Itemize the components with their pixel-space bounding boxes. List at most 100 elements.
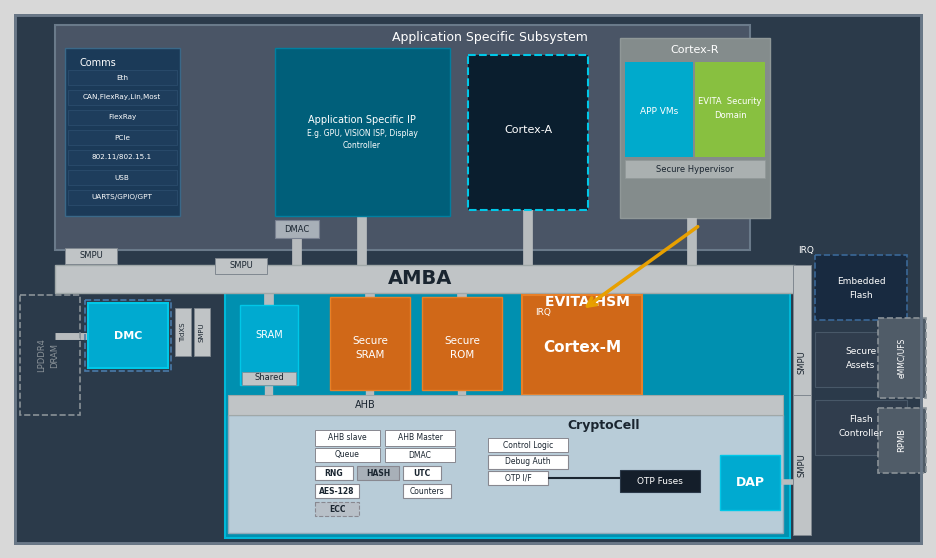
- Text: AHB: AHB: [355, 400, 375, 410]
- Text: Secure Hypervisor: Secure Hypervisor: [656, 165, 734, 174]
- Text: RNG: RNG: [325, 469, 344, 478]
- Text: Controller: Controller: [343, 142, 381, 151]
- Bar: [488, 471, 548, 485]
- Bar: [315, 430, 380, 446]
- Bar: [68, 170, 177, 185]
- Text: IRQ: IRQ: [535, 309, 551, 318]
- Text: Eth: Eth: [116, 75, 128, 80]
- Text: Comms: Comms: [80, 58, 117, 68]
- Bar: [620, 38, 770, 218]
- Text: AMBA: AMBA: [388, 270, 452, 288]
- Text: AES-128: AES-128: [319, 487, 355, 496]
- Bar: [194, 308, 210, 356]
- Text: Secure: Secure: [845, 348, 877, 357]
- Text: LPDDR4: LPDDR4: [37, 338, 47, 372]
- Bar: [215, 258, 267, 274]
- Text: SMPU: SMPU: [229, 262, 253, 271]
- Text: Queue: Queue: [334, 450, 359, 459]
- Text: 802.11/802.15.1: 802.11/802.15.1: [92, 155, 152, 161]
- Text: Flash: Flash: [849, 416, 872, 425]
- Bar: [625, 62, 693, 157]
- Bar: [625, 160, 765, 178]
- Bar: [385, 448, 455, 462]
- Bar: [88, 303, 168, 368]
- Bar: [68, 70, 177, 85]
- Text: RPMB: RPMB: [898, 428, 906, 452]
- Bar: [20, 295, 80, 415]
- Text: Cortex-M: Cortex-M: [543, 339, 622, 354]
- Bar: [65, 248, 117, 264]
- Bar: [620, 470, 700, 492]
- Bar: [68, 190, 177, 205]
- Text: eMMC/UFS: eMMC/UFS: [898, 338, 906, 378]
- Text: AHB Master: AHB Master: [398, 434, 443, 442]
- Text: DAP: DAP: [736, 475, 765, 488]
- Bar: [68, 90, 177, 105]
- Bar: [55, 25, 750, 250]
- Bar: [357, 466, 399, 480]
- Text: HASH: HASH: [366, 469, 390, 478]
- Text: Domain: Domain: [713, 110, 746, 119]
- Text: EVITA  Security: EVITA Security: [698, 98, 762, 107]
- Text: SMPU: SMPU: [797, 453, 807, 477]
- Bar: [315, 466, 353, 480]
- Bar: [68, 110, 177, 125]
- Text: ROM: ROM: [450, 350, 475, 360]
- Bar: [330, 297, 410, 390]
- Bar: [878, 318, 926, 398]
- Bar: [228, 395, 783, 415]
- Text: OTP Fuses: OTP Fuses: [637, 477, 683, 485]
- Text: SMPU: SMPU: [199, 322, 205, 342]
- Bar: [695, 62, 765, 157]
- Bar: [468, 55, 588, 210]
- Bar: [385, 430, 455, 446]
- Text: APP VMs: APP VMs: [640, 108, 678, 117]
- Text: EVITA HSM: EVITA HSM: [545, 295, 630, 309]
- Text: Counters: Counters: [410, 487, 445, 496]
- Bar: [228, 415, 783, 533]
- Bar: [315, 448, 380, 462]
- Text: Secure: Secure: [444, 336, 480, 346]
- Bar: [315, 484, 359, 498]
- Bar: [815, 400, 907, 455]
- Text: DMAC: DMAC: [285, 224, 310, 233]
- Bar: [793, 265, 811, 460]
- Bar: [522, 295, 642, 395]
- Text: CAN,FlexRay,Lin,Most: CAN,FlexRay,Lin,Most: [83, 94, 161, 100]
- Bar: [403, 484, 451, 498]
- Text: USB: USB: [114, 175, 129, 180]
- Bar: [403, 466, 441, 480]
- Bar: [793, 395, 811, 535]
- Text: ECC: ECC: [329, 504, 345, 513]
- Bar: [878, 408, 926, 473]
- Text: SRAM: SRAM: [356, 350, 385, 360]
- Bar: [225, 293, 790, 538]
- Text: UTC: UTC: [414, 469, 431, 478]
- Text: UARTS/GPIO/GPT: UARTS/GPIO/GPT: [92, 195, 153, 200]
- Text: E.g. GPU, VISION ISP, Display: E.g. GPU, VISION ISP, Display: [307, 128, 417, 137]
- Bar: [422, 297, 502, 390]
- Text: TidXS: TidXS: [180, 323, 186, 341]
- Bar: [488, 455, 568, 469]
- Text: Controller: Controller: [839, 429, 884, 437]
- Bar: [85, 300, 171, 371]
- Text: Embedded: Embedded: [837, 277, 885, 286]
- Text: Application Specific Subsystem: Application Specific Subsystem: [392, 31, 588, 45]
- Text: Secure: Secure: [352, 336, 388, 346]
- Text: Shared: Shared: [255, 373, 284, 382]
- Text: SMPU: SMPU: [797, 350, 807, 374]
- Text: SMPU: SMPU: [80, 252, 103, 261]
- Text: DRAM: DRAM: [51, 343, 60, 368]
- Text: Debug Auth: Debug Auth: [505, 458, 550, 466]
- Bar: [55, 265, 795, 293]
- Bar: [68, 130, 177, 145]
- Bar: [720, 455, 780, 510]
- Text: SRAM: SRAM: [256, 330, 283, 340]
- Bar: [68, 150, 177, 165]
- Bar: [275, 48, 450, 216]
- Bar: [815, 255, 907, 320]
- Text: Flash: Flash: [849, 291, 872, 300]
- Bar: [488, 438, 568, 452]
- Text: DMAC: DMAC: [408, 450, 431, 459]
- Bar: [275, 220, 319, 238]
